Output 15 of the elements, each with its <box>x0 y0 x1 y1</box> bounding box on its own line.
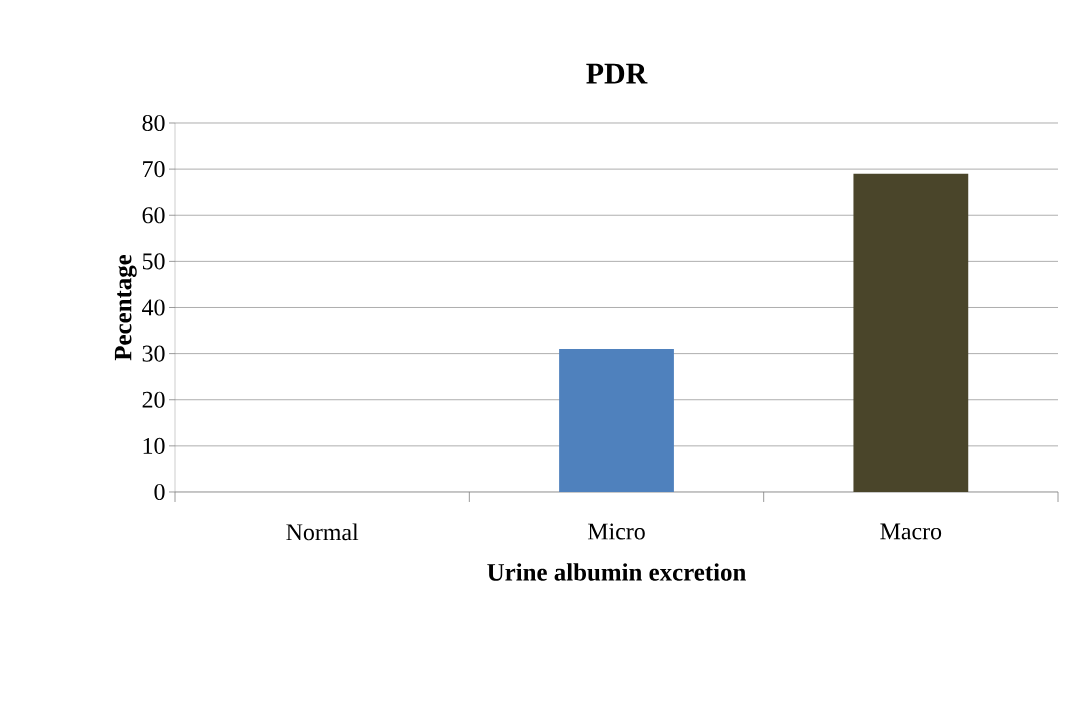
y-tick-label: 10 <box>143 437 165 454</box>
y-tick-label: 0 <box>154 483 165 501</box>
x-tick-label: Normal <box>286 523 359 541</box>
y-tick-label: 30 <box>142 345 165 362</box>
y-tick-label: 40 <box>142 299 165 316</box>
y-tick-label: 70 <box>143 161 165 178</box>
y-tick-label: 80 <box>142 114 165 132</box>
x-axis-title: Urine albumin excretion <box>487 563 746 581</box>
y-axis-title: Pecentage <box>114 254 137 361</box>
x-tick-label: Macro <box>880 523 942 540</box>
chart-title: PDR <box>586 63 648 84</box>
y-tick-label: 50 <box>142 253 165 270</box>
y-tick-label: 20 <box>142 391 165 408</box>
x-tick-label: Micro <box>587 523 645 540</box>
y-tick-label: 60 <box>142 207 165 224</box>
